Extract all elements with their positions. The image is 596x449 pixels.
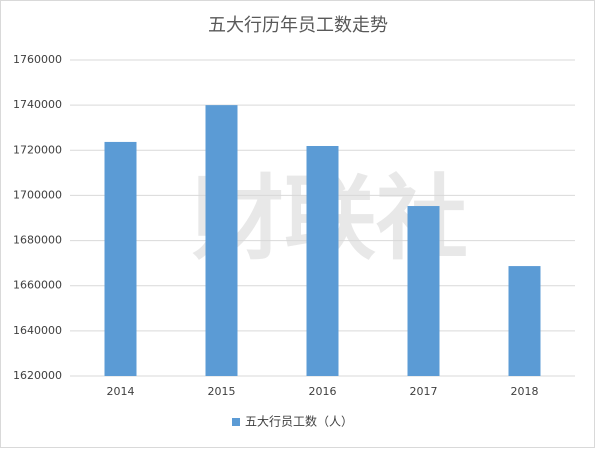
x-tick-label: 2014 <box>107 385 135 398</box>
legend-label: 五大行员工数（人） <box>245 414 353 429</box>
legend-swatch <box>232 418 240 426</box>
y-tick-label: 1640000 <box>13 324 62 337</box>
x-tick-label: 2018 <box>511 385 539 398</box>
x-tick-label: 2016 <box>309 385 337 398</box>
bar <box>205 105 238 377</box>
bar <box>306 145 339 376</box>
y-tick-label: 1620000 <box>13 369 62 382</box>
bar <box>508 266 541 376</box>
chart-title: 五大行历年员工数走势 <box>208 15 388 36</box>
y-tick-label: 1740000 <box>13 98 62 111</box>
bar <box>407 206 440 376</box>
bar <box>104 141 137 376</box>
y-tick-label: 1680000 <box>13 234 62 247</box>
y-tick-label: 1700000 <box>13 188 62 201</box>
y-tick-label: 1720000 <box>13 143 62 156</box>
y-tick-label: 1660000 <box>13 279 62 292</box>
x-tick-label: 2015 <box>208 385 236 398</box>
y-tick-label: 1760000 <box>13 53 62 66</box>
x-tick-label: 2017 <box>410 385 438 398</box>
